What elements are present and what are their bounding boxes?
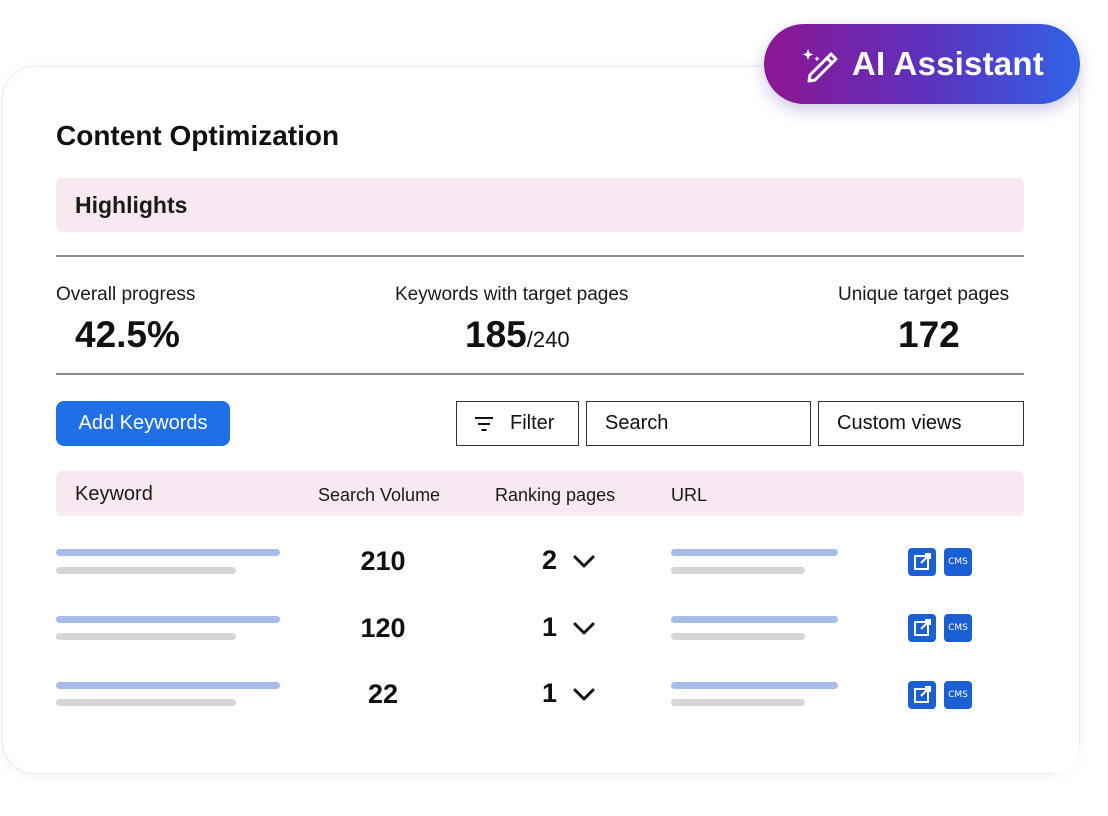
filter-button[interactable]: Filter [456,401,579,446]
keyword-placeholder [56,633,236,640]
ranking-pages-value: 1 [542,612,558,642]
keyword-placeholder [56,682,280,689]
cms-icon[interactable]: CMS [944,681,972,709]
page-title: Content Optimization [56,120,340,151]
magic-wand-icon [802,49,838,83]
keyword-placeholder [56,549,280,556]
url-placeholder [671,549,838,556]
highlights-label: Highlights [75,192,188,218]
search-placeholder: Search [605,412,669,434]
custom-views-label: Custom views [837,412,962,434]
url-placeholder [671,567,805,574]
column-header-url[interactable]: URL [671,485,708,505]
external-edit-icon[interactable] [908,548,936,576]
keywords-with-targets-value: 185/240 [465,314,570,356]
divider [56,373,1024,375]
ranking-pages-value: 1 [542,678,558,708]
keywords-with-targets-count: 185 [465,314,527,355]
column-header-ranking-pages[interactable]: Ranking pages [495,485,616,505]
ranking-pages-value: 2 [542,545,558,575]
table-header: Keyword Search Volume Ranking pages URL [56,471,1024,516]
search-volume-value: 22 [367,679,399,709]
search-volume-value: 120 [360,613,406,643]
cms-icon[interactable]: CMS [944,614,972,642]
keyword-placeholder [56,616,280,623]
url-placeholder [671,616,838,623]
keywords-total: /240 [526,327,570,352]
table-row: 120 1 CMS [0,607,1108,657]
unique-targets-value: 172 [898,314,960,355]
add-keywords-button[interactable]: Add Keywords [56,401,230,446]
overall-progress-value: 42.5% [75,314,180,355]
overall-progress-label: Overall progress [56,284,196,305]
keyword-placeholder [56,699,236,706]
chevron-down-icon[interactable] [572,621,596,637]
column-header-search-volume[interactable]: Search Volume [318,485,441,505]
filter-icon [475,417,493,431]
search-input[interactable]: Search [586,401,811,446]
filter-label: Filter [510,412,555,434]
cms-icon[interactable]: CMS [944,548,972,576]
custom-views-dropdown[interactable]: Custom views [818,401,1024,446]
divider [56,255,1024,257]
url-placeholder [671,633,805,640]
highlights-section: Highlights [56,178,1024,232]
ai-assistant-label: AI Assistant [852,45,1044,82]
url-placeholder [671,699,805,706]
table-row: 22 1 CMS [0,673,1108,723]
url-placeholder [671,682,838,689]
keywords-with-targets-label: Keywords with target pages [395,284,629,305]
unique-targets-label: Unique target pages [838,284,1010,305]
chevron-down-icon[interactable] [572,554,596,570]
external-edit-icon[interactable] [908,681,936,709]
keyword-placeholder [56,567,236,574]
chevron-down-icon[interactable] [572,687,596,703]
column-header-keyword[interactable]: Keyword [75,483,153,505]
search-volume-value: 210 [360,546,406,576]
external-edit-icon[interactable] [908,614,936,642]
table-row: 210 2 CMS [0,540,1108,590]
ai-assistant-button[interactable]: AI Assistant [764,24,1080,104]
